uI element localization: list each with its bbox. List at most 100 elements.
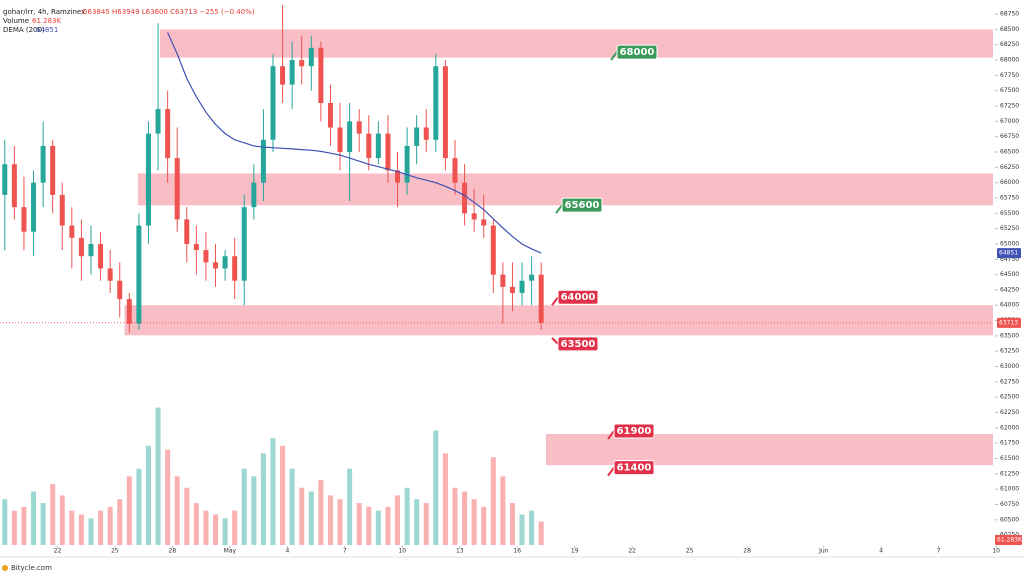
watermark: Bitycle.com bbox=[11, 564, 52, 572]
callout-label: 61400 bbox=[617, 463, 652, 474]
dema-last-box bbox=[997, 248, 1021, 259]
volume-bar bbox=[126, 476, 132, 545]
volume-bar bbox=[155, 407, 161, 545]
volume-bar bbox=[21, 506, 27, 545]
candle-body bbox=[509, 286, 515, 293]
y-tick-label: 64000 bbox=[1000, 302, 1019, 309]
y-tick-label: 65250 bbox=[1000, 225, 1019, 232]
volume-bar bbox=[318, 480, 324, 545]
candle-body bbox=[423, 127, 429, 140]
candle-body bbox=[203, 250, 209, 263]
callout-box bbox=[613, 460, 655, 476]
candle-body bbox=[337, 127, 343, 153]
x-tick-label: 13 bbox=[456, 548, 464, 555]
volume-bar bbox=[222, 518, 228, 545]
candle-body bbox=[145, 133, 151, 226]
y-tick-label: 61000 bbox=[1000, 486, 1019, 493]
candle-body bbox=[347, 121, 353, 153]
last-price-label: 63713 bbox=[999, 319, 1018, 326]
candle-body bbox=[50, 145, 56, 195]
candle-body bbox=[500, 274, 506, 287]
volume-bar bbox=[433, 430, 439, 545]
volume-bar bbox=[2, 499, 8, 545]
y-tick-label: 63500 bbox=[1000, 332, 1019, 339]
volume-bar bbox=[213, 514, 219, 545]
candle-body bbox=[78, 237, 84, 257]
y-tick-label: 67750 bbox=[1000, 72, 1019, 79]
volume-bar bbox=[529, 510, 535, 545]
volume-bar bbox=[69, 510, 75, 545]
y-tick-label: 62500 bbox=[1000, 394, 1019, 401]
y-tick-label: 61250 bbox=[1000, 470, 1019, 477]
candle-body bbox=[2, 164, 8, 195]
y-tick-label: 67500 bbox=[1000, 87, 1019, 94]
candle-body bbox=[481, 219, 487, 226]
x-tick-label: 22 bbox=[628, 548, 636, 555]
volume-bar bbox=[385, 506, 391, 545]
candle-body bbox=[59, 194, 65, 226]
callout-label: 61900 bbox=[617, 426, 652, 437]
volume-bar bbox=[299, 487, 305, 545]
candle-body bbox=[356, 121, 362, 134]
y-tick-label: 62750 bbox=[1000, 378, 1019, 385]
candle-body bbox=[98, 243, 104, 269]
volume-bar bbox=[452, 487, 458, 545]
callout-pointer bbox=[555, 204, 563, 214]
volume-bar bbox=[11, 510, 17, 545]
x-tick-label: 16 bbox=[513, 548, 521, 555]
y-tick-label: 61750 bbox=[1000, 440, 1019, 447]
candle-body bbox=[442, 66, 448, 159]
callout-box bbox=[557, 289, 599, 305]
candle-body bbox=[174, 158, 180, 220]
x-tick-label: 10 bbox=[992, 548, 1000, 555]
x-tick-label: 28 bbox=[169, 548, 177, 555]
y-tick-label: 64250 bbox=[1000, 286, 1019, 293]
candle-body bbox=[452, 158, 458, 183]
callout-pointer bbox=[607, 467, 615, 477]
y-tick-label: 62000 bbox=[1000, 424, 1019, 431]
volume-value: 61.283K bbox=[32, 17, 61, 25]
zone bbox=[159, 29, 994, 58]
x-tick-label: 4 bbox=[879, 548, 883, 555]
candle-body bbox=[21, 207, 27, 232]
y-tick-label: 66000 bbox=[1000, 179, 1019, 186]
x-tick-label: 22 bbox=[54, 548, 62, 555]
ohlc: O63845 H63949 L63600 C63713 −255 (−0.40%… bbox=[82, 8, 255, 16]
volume-bar bbox=[280, 445, 286, 545]
last-price-box bbox=[997, 317, 1021, 328]
volume-last-label: 61.283K bbox=[997, 537, 1023, 544]
candle-body bbox=[327, 102, 333, 128]
volume-bar bbox=[519, 514, 525, 545]
volume-bar bbox=[347, 468, 353, 545]
volume-bar bbox=[40, 503, 46, 545]
volume-bar bbox=[356, 503, 362, 545]
volume-bar bbox=[145, 445, 151, 545]
volume-bar bbox=[462, 491, 468, 545]
y-tick-label: 65500 bbox=[1000, 210, 1019, 217]
candle-body bbox=[193, 243, 199, 251]
y-tick-label: 60500 bbox=[1000, 516, 1019, 523]
y-tick-label: 61500 bbox=[1000, 455, 1019, 462]
callout-box bbox=[557, 336, 599, 352]
candle-body bbox=[165, 109, 171, 159]
volume-bar bbox=[232, 510, 238, 545]
candle-body bbox=[184, 219, 190, 244]
callout-box bbox=[616, 44, 658, 60]
callout-pointer bbox=[610, 51, 618, 61]
volume-bar bbox=[165, 449, 171, 545]
volume-bar bbox=[241, 468, 247, 545]
candle-body bbox=[213, 262, 219, 269]
candle-body bbox=[31, 182, 37, 232]
volume-bar bbox=[260, 453, 266, 545]
volume-bar bbox=[538, 521, 544, 545]
candle-body bbox=[462, 182, 468, 214]
candle-body bbox=[222, 256, 228, 269]
candle-body bbox=[385, 133, 391, 171]
x-tick-label: May bbox=[224, 548, 237, 555]
volume-last-box bbox=[995, 535, 1022, 545]
callout-pointer bbox=[551, 337, 559, 345]
callout-box bbox=[613, 423, 655, 439]
volume-bar bbox=[289, 468, 295, 545]
candle-body bbox=[490, 225, 496, 275]
